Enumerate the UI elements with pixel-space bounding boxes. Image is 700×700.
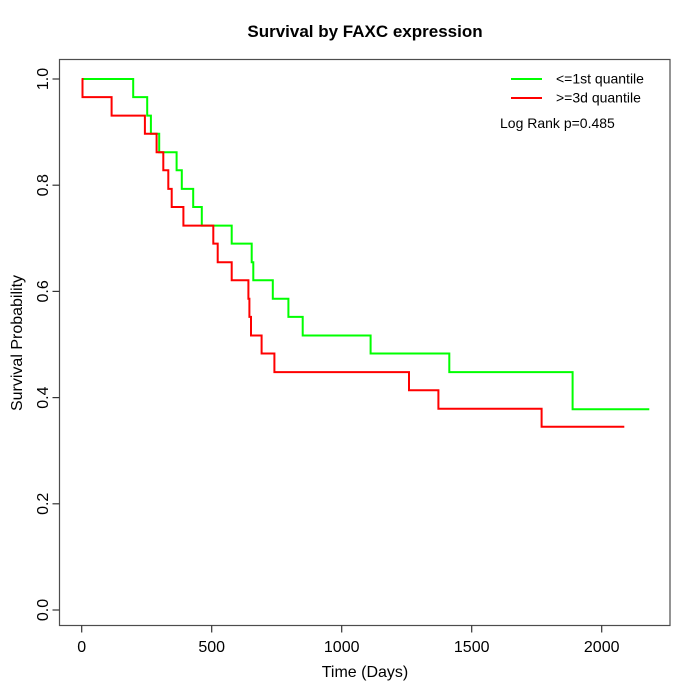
x-tick-label: 0 [77,639,86,656]
legend: Log Rank p=0.485 <=1st quantile >=3d quan… [500,71,644,132]
survival-curves [81,78,650,428]
y-tick-label: 0.6 [35,280,52,302]
y-tick-label: 0.4 [35,386,52,408]
chart-title: Survival by FAXC expression [247,22,482,41]
survival-curve-high-expression [81,78,625,428]
x-axis-ticks: 0 500 1000 1500 2000 [77,625,620,656]
x-tick-label: 500 [198,639,225,656]
survival-curve-low-expression [81,78,650,411]
legend-label: <=1st quantile [556,71,644,87]
y-tick-label: 1.0 [35,68,52,90]
y-axis-title: Survival Probability [9,275,26,411]
legend-label: >=3d quantile [556,90,641,106]
y-tick-label: 0.8 [35,174,52,196]
y-tick-label: 0.0 [35,599,52,621]
x-tick-label: 1000 [324,639,360,656]
log-rank-pvalue: Log Rank p=0.485 [500,115,615,131]
x-axis-title: Time (Days) [322,664,409,681]
y-tick-label: 0.2 [35,493,52,515]
x-tick-label: 2000 [584,639,620,656]
x-tick-label: 1500 [454,639,490,656]
y-axis-ticks: 0.0 0.2 0.4 0.6 0.8 1.0 [35,68,60,621]
plot-area-border [58,58,671,627]
